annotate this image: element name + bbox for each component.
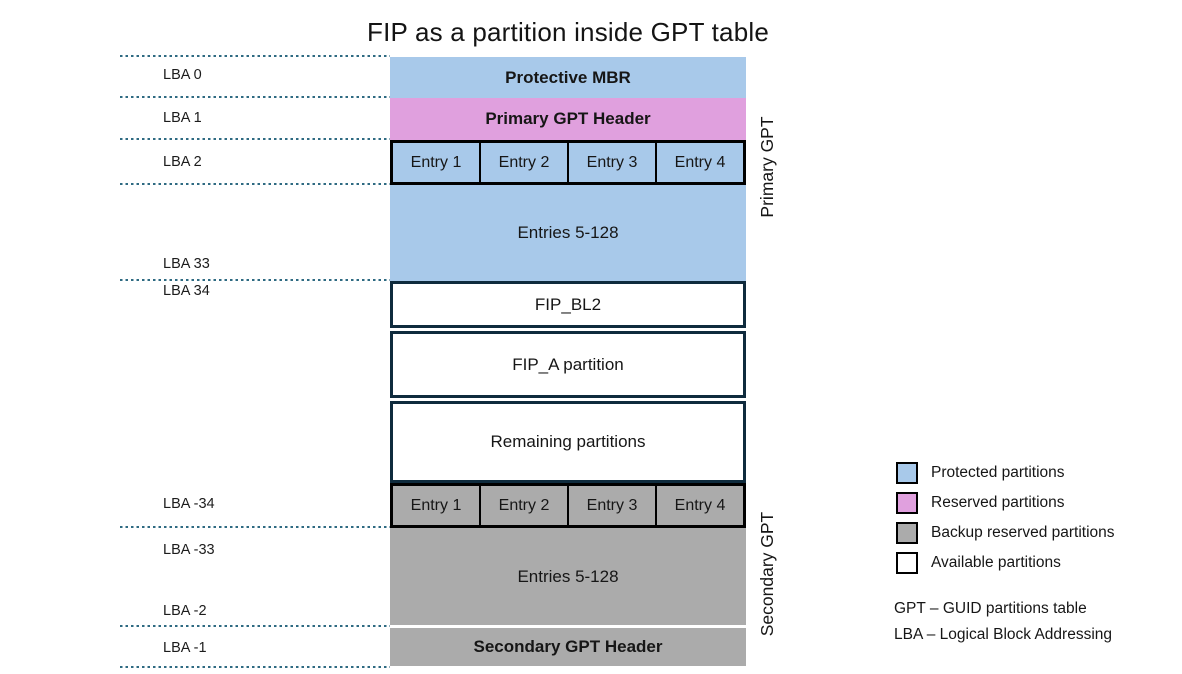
legend-item-backup-reserved: Backup reserved partitions (896, 522, 1115, 544)
block-fip-bl2: FIP_BL2 (390, 281, 746, 328)
primary-entry-3: Entry 3 (567, 143, 655, 182)
dotted-divider (120, 55, 390, 57)
secondary-entry-2: Entry 2 (479, 486, 567, 525)
dotted-divider (120, 138, 390, 140)
lba-label-2: LBA 2 (163, 154, 202, 170)
block-primary-entries-row: Entry 1 Entry 2 Entry 3 Entry 4 (390, 140, 746, 185)
page-title: FIP as a partition inside GPT table (366, 17, 770, 47)
legend-item-available: Available partitions (896, 552, 1115, 574)
block-primary-gpt-header: Primary GPT Header (390, 98, 746, 140)
lba-label-neg33: LBA -33 (163, 542, 215, 558)
dotted-divider (120, 279, 390, 281)
primary-entry-4: Entry 4 (655, 143, 743, 182)
primary-entry-1: Entry 1 (410, 153, 462, 171)
block-secondary-gpt-header: Secondary GPT Header (390, 628, 746, 666)
legend-item-reserved: Reserved partitions (896, 492, 1115, 514)
dotted-divider (120, 183, 390, 185)
legend-label-protected: Protected partitions (931, 464, 1065, 481)
legend-item-protected: Protected partitions (896, 462, 1115, 484)
block-fip-a-partition: FIP_A partition (390, 331, 746, 398)
primary-entry-2: Entry 2 (479, 143, 567, 182)
legend-swatch-reserved (896, 492, 918, 514)
lba-label-1: LBA 1 (163, 110, 202, 126)
lba-label-33: LBA 33 (163, 256, 210, 272)
dotted-divider (120, 526, 390, 528)
block-secondary-entries-5-128: Entries 5-128 (390, 528, 746, 625)
dotted-divider (120, 666, 390, 668)
dotted-divider (120, 625, 390, 627)
lba-label-neg34: LBA -34 (163, 496, 215, 512)
side-label-primary-gpt: Primary GPT (757, 116, 777, 218)
lba-label-neg1: LBA -1 (163, 640, 207, 656)
lba-label-34: LBA 34 (163, 283, 210, 299)
block-secondary-entries-row: Entry 1 Entry 2 Entry 3 Entry 4 (390, 483, 746, 528)
legend-swatch-backup-reserved (896, 522, 918, 544)
legend: Protected partitions Reserved partitions… (896, 462, 1115, 582)
legend-swatch-available (896, 552, 918, 574)
abbreviation-lba: LBA – Logical Block Addressing (894, 626, 1112, 643)
block-protective-mbr: Protective MBR (390, 57, 746, 98)
legend-label-reserved: Reserved partitions (931, 494, 1065, 511)
lba-label-neg2: LBA -2 (163, 603, 207, 619)
legend-label-available: Available partitions (931, 554, 1061, 571)
secondary-entry-4: Entry 4 (655, 486, 743, 525)
legend-label-backup-reserved: Backup reserved partitions (931, 524, 1115, 541)
block-primary-entries-5-128: Entries 5-128 (390, 185, 746, 281)
secondary-entry-3: Entry 3 (567, 486, 655, 525)
secondary-entry-1: Entry 1 (410, 496, 462, 514)
lba-label-0: LBA 0 (163, 67, 202, 83)
block-remaining-partitions: Remaining partitions (390, 401, 746, 483)
side-label-secondary-gpt: Secondary GPT (757, 511, 777, 637)
legend-swatch-protected (896, 462, 918, 484)
abbreviation-gpt: GPT – GUID partitions table (894, 600, 1087, 617)
dotted-divider (120, 96, 390, 98)
